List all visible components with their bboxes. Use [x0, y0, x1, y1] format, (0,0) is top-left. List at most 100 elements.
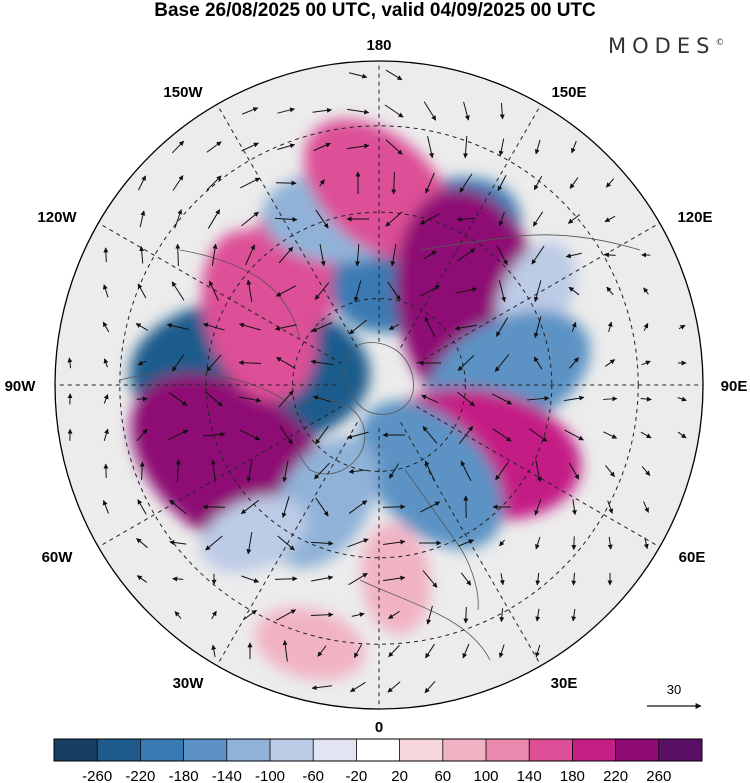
wind-vector	[210, 459, 216, 482]
wind-vector	[243, 609, 257, 621]
lon-label-30w: 30W	[173, 675, 205, 692]
wind-vector	[205, 391, 223, 407]
colorbar: -260 -220 -180 -140 -100 -60 -20 20 60 100 140 180 2…	[53, 738, 703, 783]
lon-label-30e: 30E	[551, 675, 578, 692]
colorbar-swatch	[313, 739, 357, 761]
colorbar-tick-label: -140	[212, 768, 242, 783]
wind-vector	[103, 428, 109, 442]
colorbar-swatch	[486, 739, 530, 761]
wind-vector	[535, 536, 541, 550]
wind-vector	[310, 612, 334, 618]
wind-vector	[534, 498, 542, 516]
wind-vector	[67, 357, 73, 369]
wind-vector	[457, 391, 475, 407]
wind-vector	[241, 107, 259, 115]
wind-vector	[238, 360, 262, 366]
wind-vector	[239, 177, 261, 189]
wind-vector	[677, 431, 687, 439]
wind-vector	[353, 280, 362, 303]
wind-vector	[319, 179, 325, 187]
wind-vector	[603, 431, 618, 439]
wind-vectors	[67, 69, 687, 694]
wind-vector	[456, 248, 476, 262]
wind-vector	[424, 316, 436, 338]
wind-vector	[281, 496, 290, 519]
colorbar-tick-label: -60	[302, 768, 324, 783]
wind-vector	[136, 538, 148, 548]
wind-vector	[102, 500, 109, 514]
wind-vector	[607, 500, 614, 514]
wind-vector	[211, 243, 218, 266]
wind-vector	[348, 500, 368, 514]
wind-vector	[421, 394, 439, 404]
wind-vector	[571, 572, 577, 586]
wind-vector	[419, 213, 440, 225]
wind-vector	[384, 104, 404, 118]
wind-vector	[494, 354, 510, 373]
wind-vector	[426, 605, 433, 625]
lon-label-120w: 120W	[37, 209, 77, 226]
wind-vector	[533, 175, 543, 191]
wind-vector	[492, 428, 512, 442]
meridian-line	[416, 218, 668, 364]
wind-vector	[277, 143, 296, 150]
wind-vector	[168, 392, 188, 406]
wind-vector	[246, 460, 253, 483]
wind-vector	[239, 396, 262, 403]
copyright-mark: ©	[715, 38, 725, 48]
wind-vector	[167, 429, 189, 441]
meridian-line	[90, 406, 342, 552]
wind-vector	[641, 360, 651, 366]
wind-vector	[535, 608, 541, 622]
wind-vector	[422, 426, 438, 444]
wind-vector	[311, 575, 334, 582]
brand-name: MODES	[608, 34, 716, 58]
wind-vector	[604, 359, 616, 367]
wind-vector	[349, 319, 367, 335]
wind-vector	[462, 643, 470, 659]
wind-vector	[383, 575, 406, 582]
wind-vector	[495, 317, 509, 337]
colorbar-tick-label: 100	[473, 768, 498, 783]
wind-vector	[169, 499, 187, 515]
wind-vector	[389, 463, 399, 479]
anomaly-contour	[358, 400, 503, 550]
wind-vector	[205, 535, 223, 551]
wind-vector	[457, 354, 475, 372]
wind-vector	[423, 101, 437, 121]
wind-vector	[279, 425, 293, 445]
wind-vector	[643, 537, 649, 550]
wind-vector	[207, 209, 221, 229]
wind-vector	[277, 107, 295, 114]
wind-vector	[532, 211, 544, 227]
colorbar-tick-label: 260	[646, 768, 671, 783]
graticule	[55, 61, 703, 709]
wind-vector	[139, 210, 146, 228]
wind-vector	[463, 101, 470, 121]
wind-vector	[174, 611, 182, 619]
wind-vector	[246, 532, 253, 555]
wind-vector	[315, 209, 329, 229]
wind-vector	[497, 175, 507, 192]
wind-vector	[454, 324, 477, 331]
colorbar-tick-label: 60	[434, 768, 451, 783]
wind-vector	[463, 136, 469, 159]
wind-vector	[171, 281, 185, 301]
wind-vector	[603, 252, 616, 258]
lon-label-60e: 60E	[679, 549, 706, 566]
wind-vector	[499, 102, 505, 120]
wind-vector	[390, 244, 397, 267]
wind-vector	[383, 539, 406, 546]
wind-vector	[166, 323, 189, 330]
wind-vector	[312, 107, 332, 113]
page-title: Base 26/08/2025 00 UTC, valid 04/09/2025…	[154, 0, 596, 21]
wind-vector	[139, 461, 145, 480]
wind-vector	[495, 461, 509, 481]
wind-vector	[535, 572, 541, 586]
wind-vector	[528, 428, 548, 442]
lon-label-150w: 150W	[163, 84, 203, 101]
lon-label-120e: 120E	[677, 209, 712, 226]
wind-vector	[346, 431, 369, 440]
wind-vector	[314, 282, 330, 300]
